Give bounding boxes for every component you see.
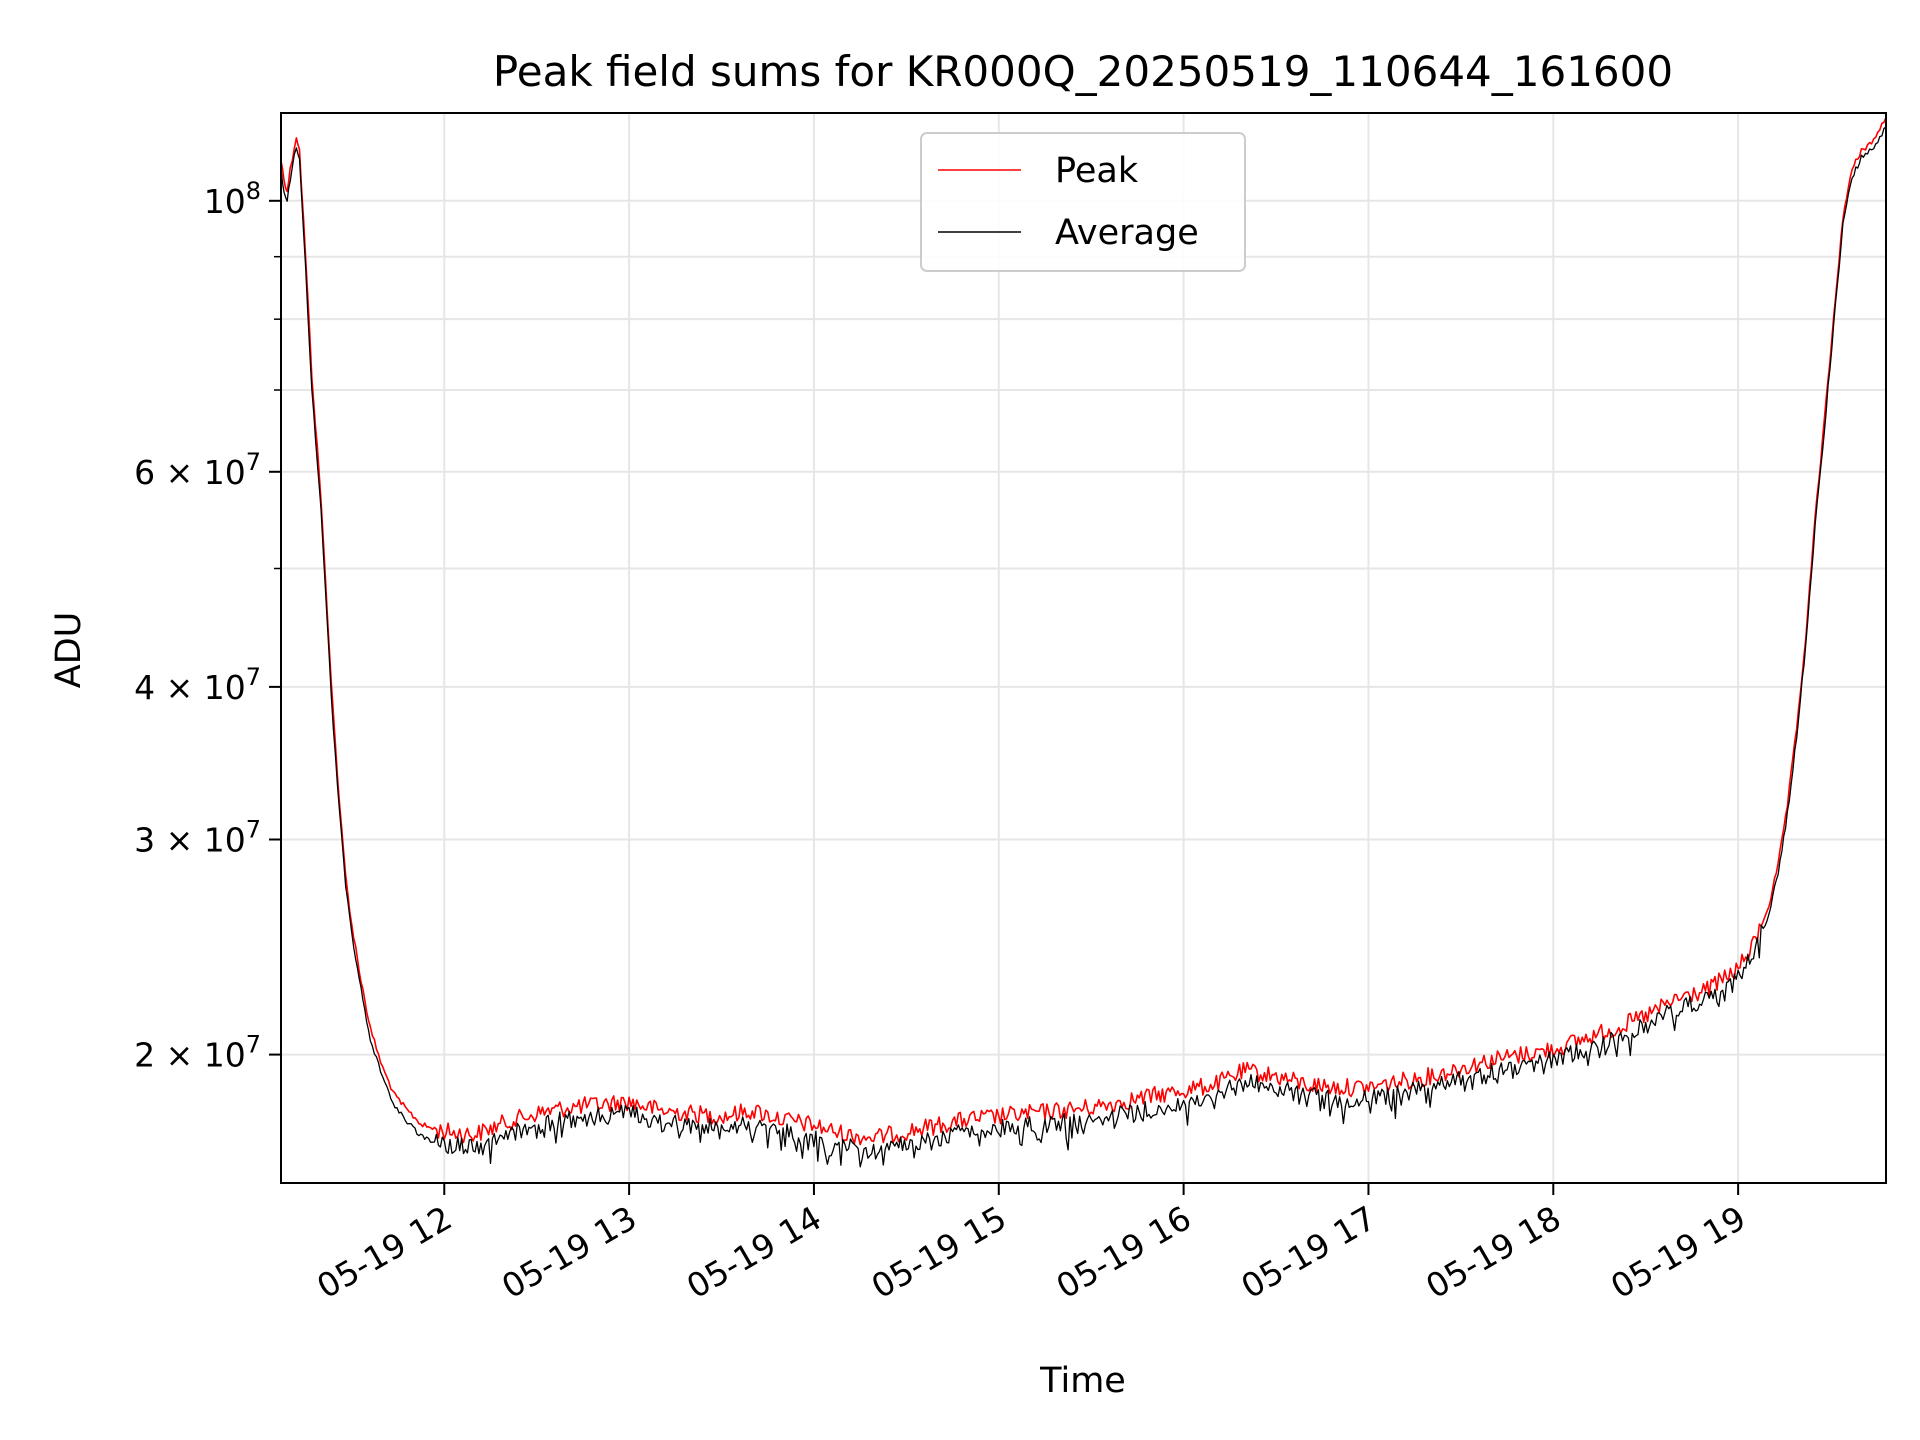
legend: Peak Average [920,132,1246,272]
legend-label: Peak [1055,151,1139,191]
y-tick-label: 6 × 107 [134,448,261,492]
y-axis-label: ADU [49,612,89,689]
plot-frame [280,112,1887,1184]
series-group [280,117,1887,1168]
chart-title: Peak field sums for KR000Q_20250519_1106… [493,47,1673,96]
x-axis-label: Time [1039,1361,1126,1401]
y-tick-label: 2 × 107 [134,1031,261,1075]
y-tick-label: 4 × 107 [134,663,261,707]
series-line-average [280,126,1887,1168]
legend-box [920,132,1246,272]
y-tick-label: 3 × 107 [134,815,261,859]
legend-label: Average [1055,213,1199,253]
y-tick-label: 108 [204,177,261,221]
grid [281,113,1886,1183]
